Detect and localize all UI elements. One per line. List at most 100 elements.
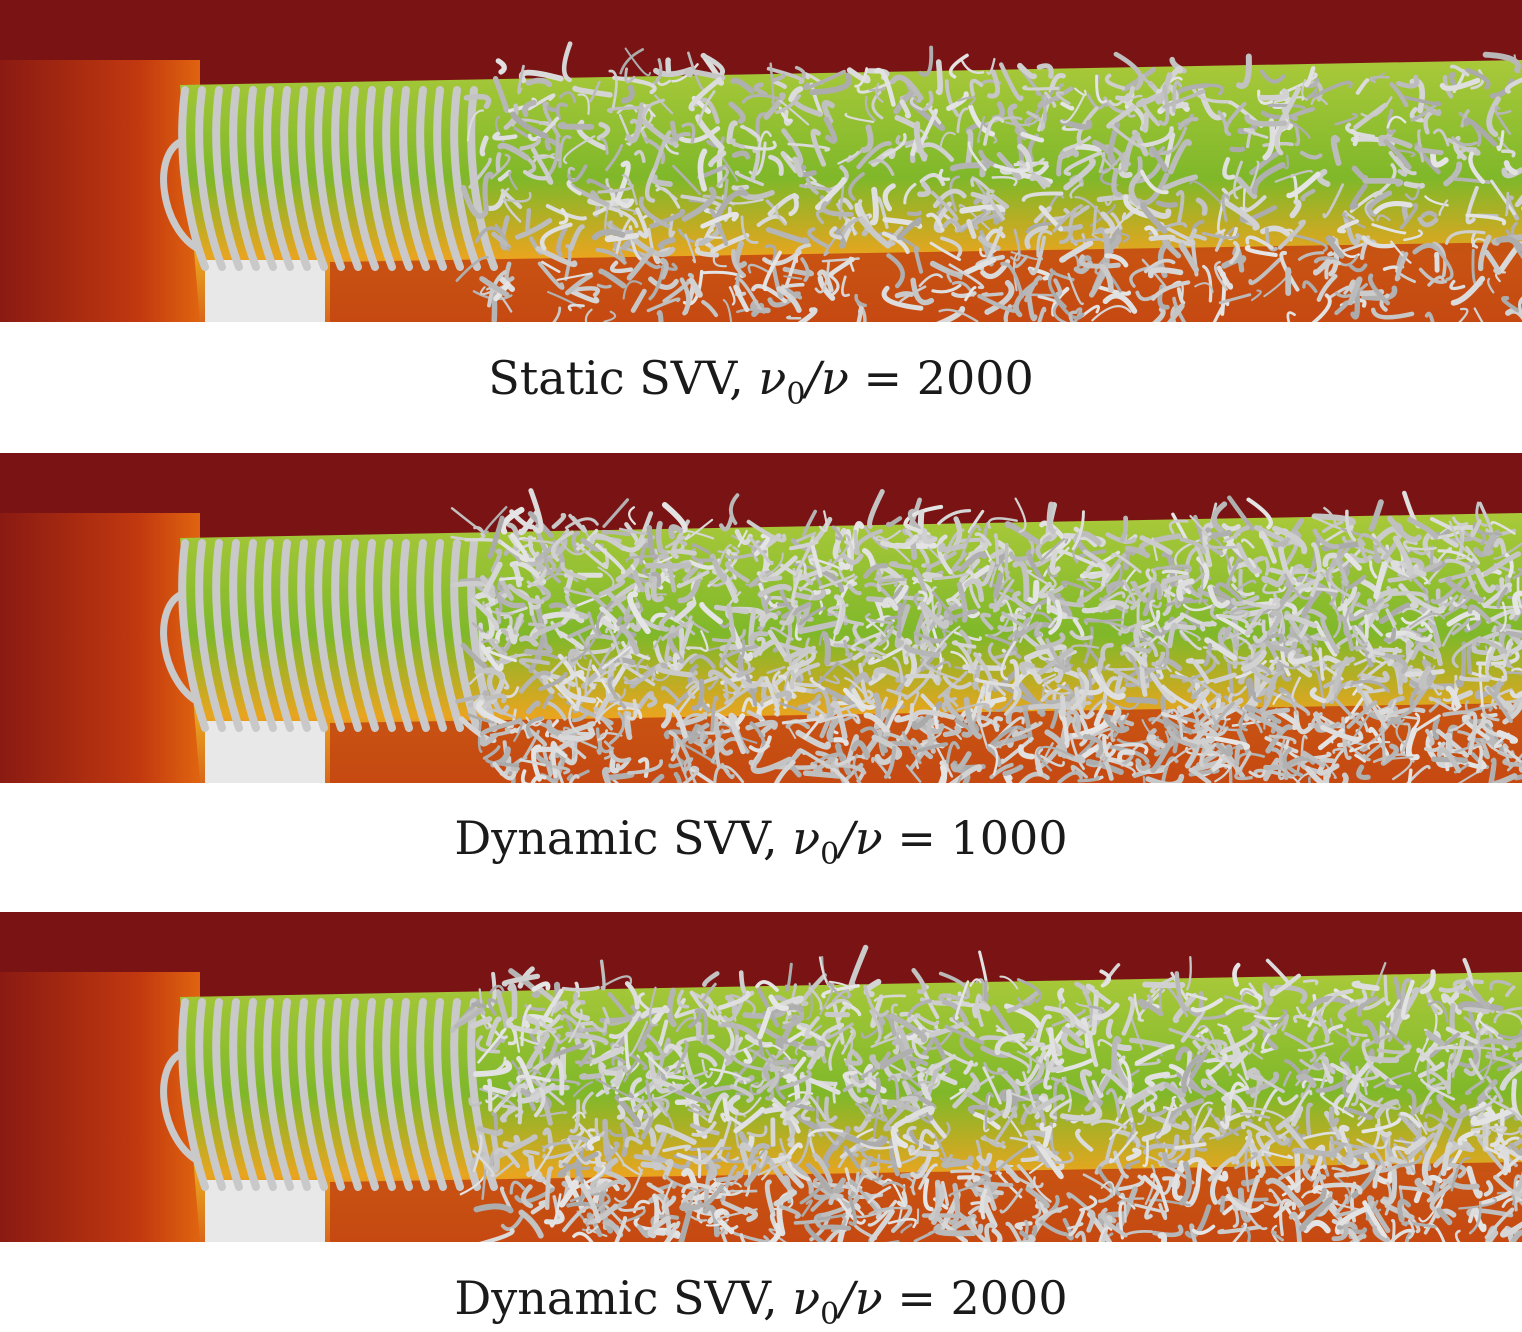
caption-value: 2000 bbox=[951, 1271, 1068, 1325]
caption-value: 1000 bbox=[951, 811, 1068, 865]
vortex-filament bbox=[822, 1227, 849, 1228]
vortex-filament bbox=[619, 1107, 623, 1117]
flow-visualization bbox=[0, 453, 1522, 783]
vortex-filament bbox=[1234, 617, 1236, 646]
caption-ratio: /ν = bbox=[839, 811, 950, 865]
vortex-filament bbox=[489, 1081, 490, 1110]
caption-label: Static SVV, bbox=[488, 351, 758, 405]
inlet-region bbox=[0, 60, 200, 322]
inlet-region bbox=[0, 513, 200, 783]
vortex-filament bbox=[763, 686, 765, 698]
caption-value: 2000 bbox=[917, 351, 1034, 405]
vortex-filament bbox=[659, 313, 662, 322]
vortex-filament bbox=[1161, 1235, 1165, 1242]
vortex-filament bbox=[1028, 1044, 1044, 1046]
caption-label: Dynamic SVV, bbox=[454, 811, 792, 865]
vortex-filament bbox=[1023, 1158, 1038, 1160]
vortex-filament bbox=[545, 614, 576, 616]
vortex-filament bbox=[582, 1076, 599, 1077]
vortex-filament bbox=[1365, 181, 1400, 184]
caption-symbol: ν bbox=[758, 351, 786, 405]
vortex-filament bbox=[527, 210, 529, 229]
vortex-filament bbox=[1451, 75, 1455, 86]
vortex-filament bbox=[939, 62, 941, 92]
vortex-filament bbox=[1482, 1041, 1509, 1044]
vortex-filament bbox=[986, 982, 987, 1000]
vortex-filament bbox=[909, 213, 920, 214]
vortex-filament bbox=[897, 717, 909, 720]
vortex-filament bbox=[1060, 990, 1063, 1001]
vortex-filament bbox=[560, 125, 591, 127]
vortex-filament bbox=[996, 535, 998, 563]
vortex-filament bbox=[530, 624, 545, 626]
vortex-filament bbox=[521, 660, 548, 663]
vortex-filament bbox=[691, 1148, 730, 1149]
vortex-filament bbox=[1144, 114, 1146, 130]
vortex-filament bbox=[825, 635, 828, 663]
vortex-filament bbox=[1393, 1220, 1395, 1241]
caption-dynamic-svv-1000: Dynamic SVV, ν0/ν = 1000 bbox=[0, 815, 1522, 870]
vortex-filament bbox=[1406, 184, 1422, 186]
flow-visualization bbox=[0, 912, 1522, 1242]
vortex-filament bbox=[519, 1090, 520, 1122]
vortex-filament bbox=[1404, 206, 1406, 220]
vortex-filament bbox=[623, 1125, 626, 1155]
vortex-filament bbox=[1447, 735, 1449, 752]
vortex-filament bbox=[899, 605, 900, 637]
vortex-filament bbox=[1506, 193, 1507, 215]
vortex-filament bbox=[1116, 1045, 1130, 1048]
vortex-filament bbox=[1334, 138, 1339, 163]
vortex-filament bbox=[648, 565, 689, 566]
vortex-filament bbox=[1320, 760, 1332, 762]
simulation-panel-dynamic-svv-2000 bbox=[0, 912, 1522, 1242]
flow-visualization bbox=[0, 0, 1522, 322]
simulation-panel-static-svv-2000 bbox=[0, 0, 1522, 322]
vortex-filament bbox=[940, 546, 964, 550]
vortex-filament bbox=[983, 294, 1002, 295]
vortex-filament bbox=[1437, 254, 1438, 270]
vortex-filament bbox=[921, 513, 922, 546]
vortex-filament bbox=[1094, 992, 1097, 1032]
vortex-filament bbox=[1232, 149, 1243, 150]
vortex-filament bbox=[643, 1164, 660, 1167]
caption-subscript: 0 bbox=[786, 377, 805, 412]
caption-symbol: ν bbox=[792, 811, 820, 865]
vortex-filament bbox=[1108, 1021, 1110, 1036]
vortex-filament bbox=[519, 538, 535, 539]
caption-dynamic-svv-2000: Dynamic SVV, ν0/ν = 2000 bbox=[0, 1275, 1522, 1330]
simulation-panel-dynamic-svv-1000 bbox=[0, 453, 1522, 783]
vortex-filament bbox=[1343, 775, 1346, 783]
vortex-filament bbox=[1461, 678, 1488, 680]
vortex-filament bbox=[806, 773, 840, 776]
vortex-filament bbox=[1226, 1101, 1229, 1113]
vortex-filament bbox=[473, 1005, 484, 1007]
vortex-filament bbox=[553, 743, 556, 776]
caption-label: Dynamic SVV, bbox=[454, 1271, 792, 1325]
vortex-filament bbox=[1507, 672, 1522, 673]
vortex-filament bbox=[1061, 152, 1076, 157]
vortex-filament bbox=[498, 154, 499, 170]
vortex-filament bbox=[1244, 189, 1245, 209]
vortex-filament bbox=[1222, 1198, 1223, 1211]
vortex-filament bbox=[1191, 236, 1205, 239]
vortex-filament bbox=[779, 605, 793, 607]
vortex-filament bbox=[687, 648, 701, 649]
vortex-filament bbox=[609, 775, 632, 778]
vortex-filament bbox=[659, 524, 661, 551]
vortex-filament bbox=[1406, 548, 1435, 549]
vortex-filament bbox=[603, 532, 629, 535]
vortex-filament bbox=[1158, 203, 1175, 205]
vortex-filament bbox=[1382, 725, 1384, 762]
vortex-filament bbox=[1129, 700, 1156, 702]
vortex-filament bbox=[1367, 1058, 1396, 1060]
vortex-filament bbox=[1151, 237, 1173, 239]
vortex-filament bbox=[614, 660, 633, 663]
caption-static-svv-2000: Static SVV, ν0/ν = 2000 bbox=[0, 355, 1522, 410]
vortex-filament bbox=[873, 190, 876, 223]
vortex-filament bbox=[959, 540, 985, 541]
caption-subscript: 0 bbox=[820, 1297, 839, 1332]
vortex-filament bbox=[1433, 1047, 1472, 1048]
vortex-filament bbox=[598, 285, 610, 287]
caption-ratio: /ν = bbox=[839, 1271, 950, 1325]
vortex-filament bbox=[1185, 739, 1212, 742]
